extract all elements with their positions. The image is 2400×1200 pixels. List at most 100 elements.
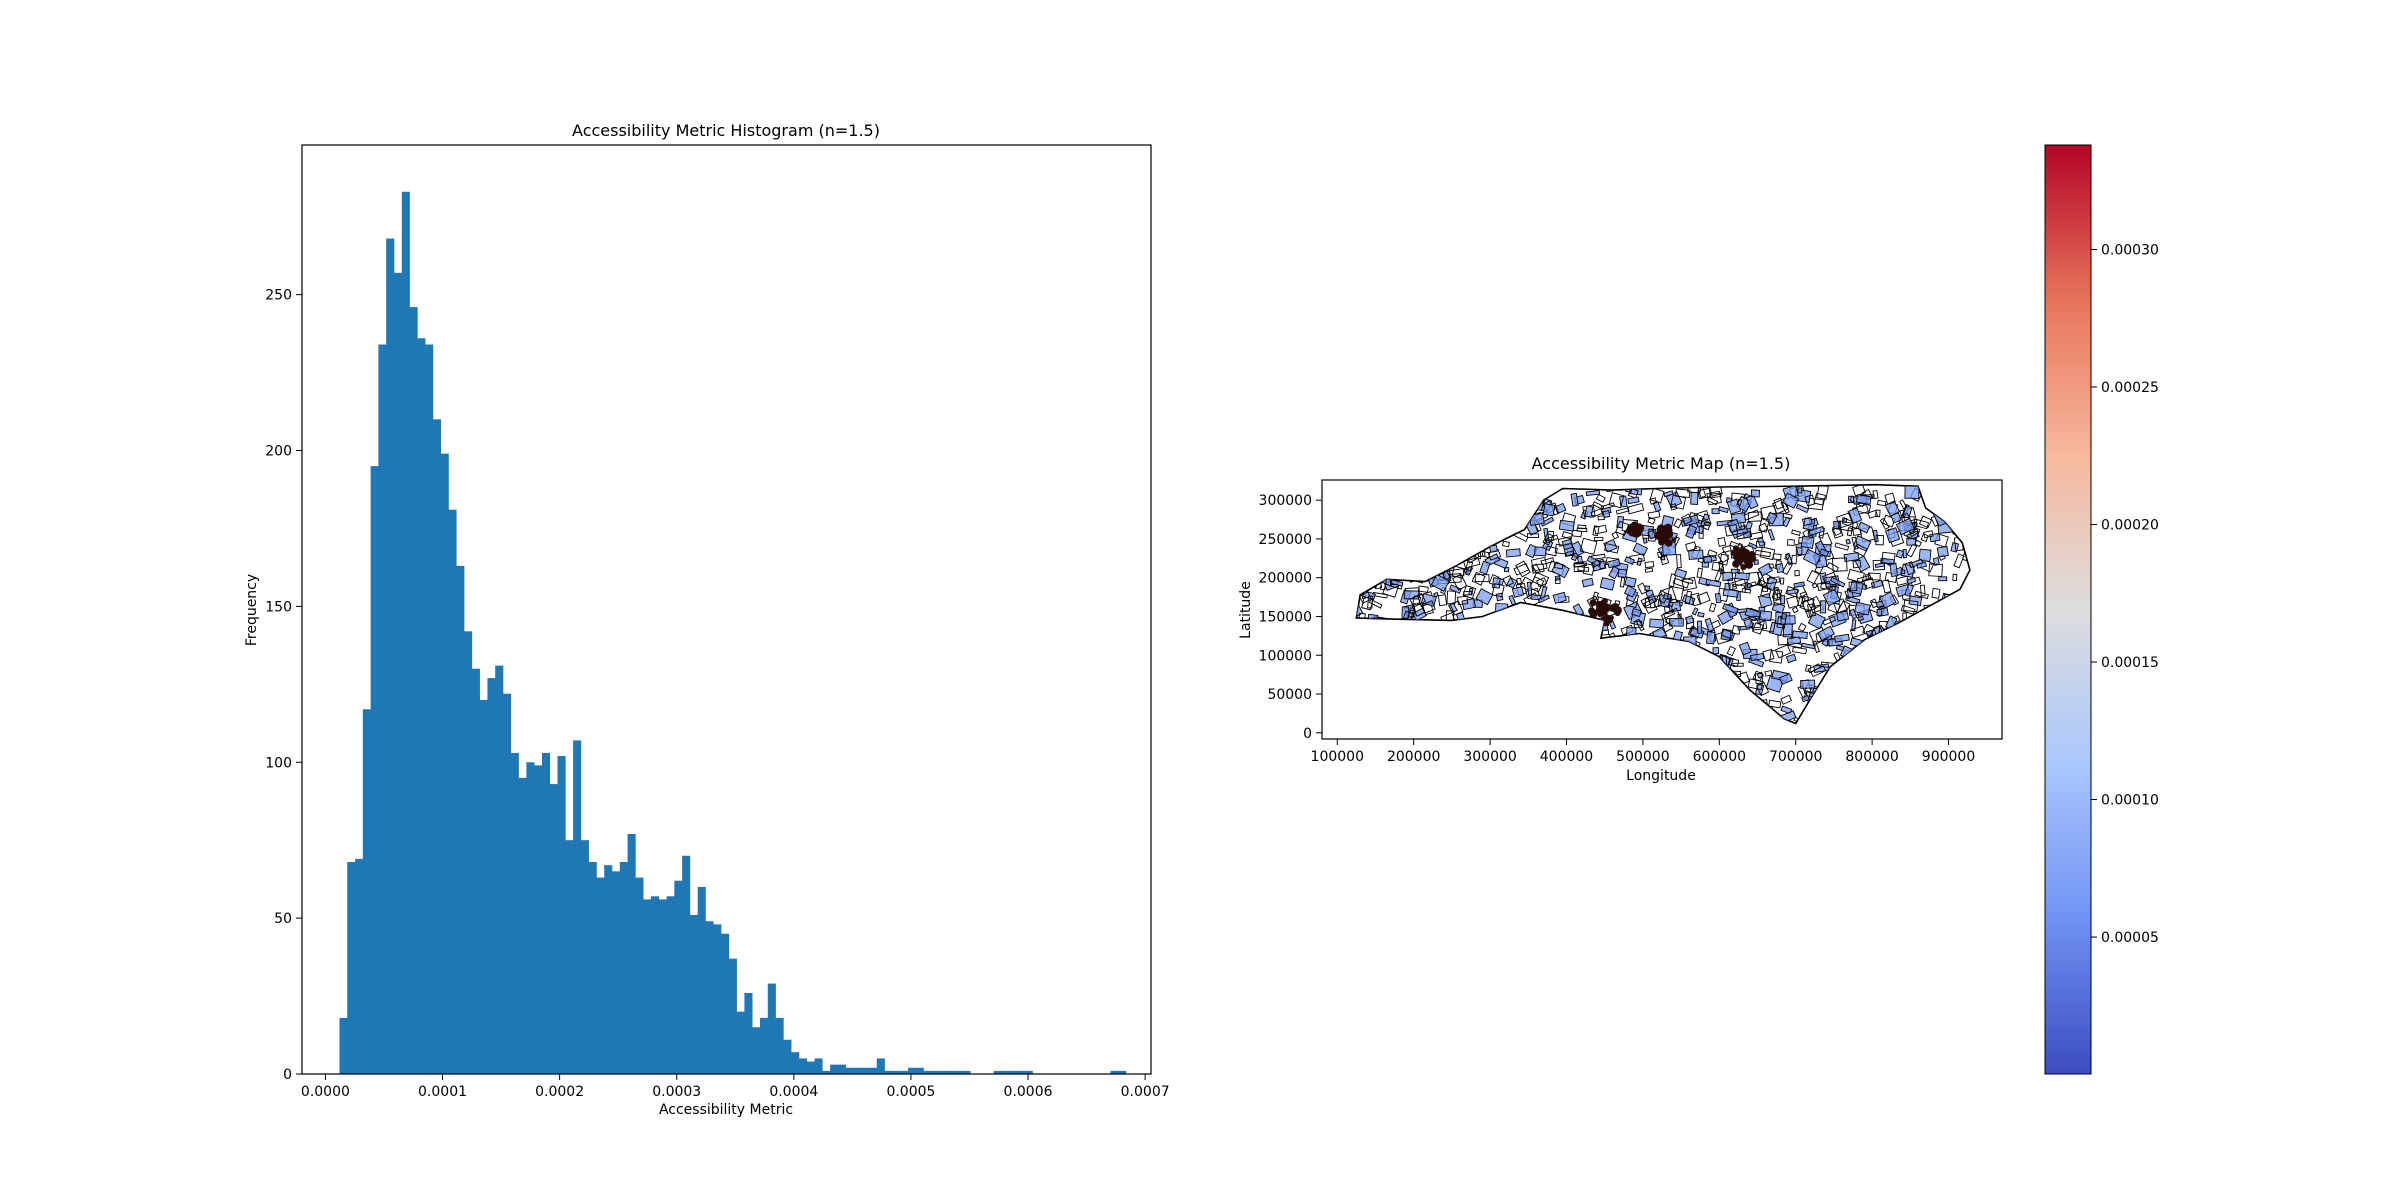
histogram-bar — [713, 924, 722, 1074]
y-tick-label: 250 — [265, 288, 292, 304]
histogram-bar — [923, 1070, 932, 1074]
colorbar-tick-label: 0.00020 — [2101, 518, 2159, 534]
y-tick-label: 50000 — [1267, 687, 1312, 703]
colorbar-tick-label: 0.00005 — [2101, 930, 2159, 946]
histogram-bar — [907, 1067, 917, 1074]
histogram-bar — [884, 1070, 893, 1074]
map-x-label: Longitude — [1626, 768, 1696, 784]
histogram-bar — [1118, 1070, 1127, 1074]
histogram-bar — [549, 784, 558, 1074]
histogram-bar — [604, 865, 613, 1074]
histogram-bar — [503, 693, 512, 1074]
histogram-y-label: Frequency — [244, 574, 260, 646]
histogram-bar — [900, 1070, 909, 1074]
histogram-bar — [425, 344, 434, 1074]
histogram-bar — [471, 668, 480, 1074]
x-tick-label: 0.0003 — [652, 1084, 701, 1100]
histogram-bar — [993, 1070, 1002, 1074]
histogram-bar — [401, 191, 410, 1075]
histogram-bar — [448, 509, 457, 1075]
histogram-bar — [596, 877, 605, 1074]
histogram-bar — [580, 840, 589, 1074]
histogram-bar — [612, 871, 621, 1074]
histogram-bar — [495, 665, 504, 1074]
histogram-bar — [658, 899, 667, 1074]
x-tick-label: 0.0002 — [535, 1084, 584, 1100]
x-tick-label: 0.0004 — [769, 1084, 818, 1100]
histogram-bar — [557, 756, 566, 1074]
colorbar-tick-label: 0.00010 — [2101, 793, 2159, 809]
histogram-bar — [643, 899, 652, 1074]
histogram-x-ticks: 0.0000 0.0001 0.0002 0.0003 0.0004 0.0005 0.00… — [301, 1074, 1170, 1100]
y-tick-label: 0 — [283, 1067, 292, 1083]
histogram-bar — [682, 855, 691, 1074]
histogram-bar — [689, 915, 698, 1074]
histogram-bar — [876, 1058, 885, 1074]
histogram-bar — [837, 1064, 846, 1074]
map-y-ticks: 0 50000 100000 150000 200000 250000 300000 — [1259, 493, 1322, 742]
x-tick-label: 600000 — [1693, 749, 1746, 765]
histogram-bar — [487, 678, 496, 1074]
histogram-bar — [931, 1070, 940, 1074]
x-tick-label: 300000 — [1463, 749, 1516, 765]
histogram-bar — [362, 709, 371, 1074]
x-tick-label: 500000 — [1616, 749, 1669, 765]
histogram-bar — [619, 862, 628, 1074]
histogram-bar — [845, 1067, 854, 1074]
histogram-bar — [627, 833, 636, 1074]
y-tick-label: 150000 — [1259, 609, 1312, 625]
histogram-bar — [697, 886, 706, 1074]
y-tick-label: 150 — [265, 599, 292, 615]
histogram-bar — [650, 896, 660, 1074]
map-title: Accessibility Metric Map (n=1.5) — [1532, 454, 1791, 473]
x-tick-label: 900000 — [1922, 749, 1975, 765]
x-tick-label: 400000 — [1540, 749, 1593, 765]
histogram-bars — [339, 191, 1127, 1075]
x-tick-label: 0.0001 — [418, 1084, 467, 1100]
histogram-bar — [806, 1061, 815, 1074]
histogram-bar — [347, 862, 356, 1074]
histogram-bar — [432, 419, 442, 1074]
y-tick-label: 200 — [265, 444, 292, 460]
histogram-bar — [822, 1070, 831, 1074]
histogram-bar — [1016, 1070, 1026, 1074]
histogram-bar — [1110, 1070, 1119, 1074]
histogram-bar — [393, 272, 403, 1074]
histogram-bar — [573, 740, 582, 1074]
histogram-bar — [674, 880, 683, 1074]
histogram-bar — [791, 1052, 800, 1074]
histogram-bar — [510, 752, 519, 1074]
x-tick-label: 0.0007 — [1121, 1084, 1170, 1100]
x-tick-label: 0.0005 — [886, 1084, 935, 1100]
histogram-bar — [892, 1070, 901, 1074]
colorbar-gradient — [2044, 144, 2092, 1075]
histogram-bar — [355, 858, 364, 1074]
x-tick-label: 700000 — [1769, 749, 1822, 765]
map-frame — [1321, 479, 2003, 740]
histogram-x-label: Accessibility Metric — [659, 1102, 793, 1118]
x-tick-label: 0.0000 — [301, 1084, 350, 1100]
colorbar-tick-label: 0.00025 — [2101, 380, 2159, 396]
histogram-bar — [1009, 1070, 1018, 1074]
histogram-bar — [456, 565, 465, 1074]
histogram-frame — [301, 144, 1152, 1075]
histogram-y-ticks: 0 50 100 150 200 250 — [265, 288, 302, 1083]
histogram-bar — [534, 765, 543, 1074]
map-x-ticks: 100000 200000 300000 400000 500000 600000 7000… — [1311, 739, 1975, 765]
histogram-bar — [1024, 1070, 1033, 1074]
histogram-bar — [915, 1067, 924, 1074]
histogram-bar — [588, 862, 597, 1074]
histogram-bar — [378, 344, 387, 1074]
histogram-bar — [814, 1058, 823, 1074]
histogram-bar — [409, 307, 418, 1074]
histogram-bar — [565, 840, 574, 1074]
histogram-bar — [721, 933, 730, 1074]
colorbar: 0.00005 0.00010 0.00015 0.00020 0.00025 0.000… — [2044, 144, 2159, 1075]
histogram-bar — [526, 762, 535, 1074]
histogram-bar — [798, 1058, 808, 1074]
y-tick-label: 300000 — [1259, 493, 1312, 509]
histogram-bar — [869, 1067, 878, 1074]
histogram-bar — [417, 338, 426, 1075]
colorbar-tick-label: 0.00015 — [2101, 655, 2159, 671]
histogram-bar — [861, 1067, 870, 1074]
